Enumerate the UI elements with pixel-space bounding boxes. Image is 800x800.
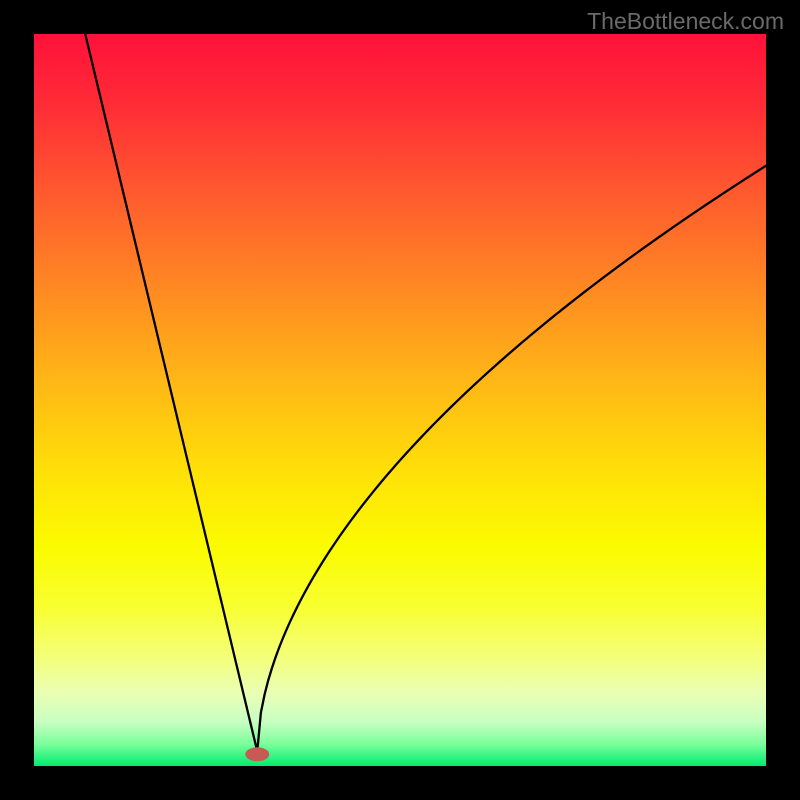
watermark-text: TheBottleneck.com	[587, 8, 784, 35]
optimal-point-marker	[245, 747, 269, 761]
chart-background	[34, 34, 766, 766]
